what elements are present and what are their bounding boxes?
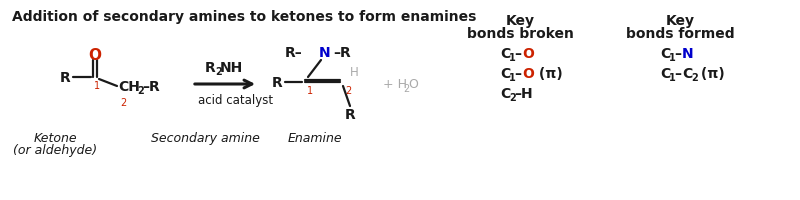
Text: O: O bbox=[89, 47, 102, 62]
Text: H: H bbox=[350, 66, 358, 79]
Text: O: O bbox=[408, 78, 418, 91]
Text: N: N bbox=[319, 46, 331, 60]
Text: C: C bbox=[500, 87, 510, 100]
Text: CH: CH bbox=[118, 80, 140, 94]
Text: C: C bbox=[500, 47, 510, 61]
Text: 1: 1 bbox=[669, 53, 676, 63]
Text: Key: Key bbox=[666, 14, 694, 28]
Text: R: R bbox=[205, 61, 216, 75]
Text: Enamine: Enamine bbox=[288, 132, 342, 145]
Text: 1: 1 bbox=[669, 73, 676, 83]
Text: –R: –R bbox=[142, 80, 160, 94]
Text: Ketone: Ketone bbox=[33, 132, 77, 145]
Text: 1: 1 bbox=[307, 86, 313, 96]
Text: 2: 2 bbox=[215, 67, 222, 77]
Text: C: C bbox=[682, 67, 692, 81]
Text: 2: 2 bbox=[120, 98, 126, 107]
Text: 2: 2 bbox=[403, 84, 410, 94]
Text: Key: Key bbox=[506, 14, 534, 28]
Text: 1: 1 bbox=[509, 73, 516, 83]
Text: (π): (π) bbox=[534, 67, 562, 81]
Text: Secondary amine: Secondary amine bbox=[150, 132, 259, 145]
Text: –H: –H bbox=[514, 87, 533, 100]
Text: 2: 2 bbox=[345, 86, 351, 96]
Text: 1: 1 bbox=[509, 53, 516, 63]
Text: bonds broken: bonds broken bbox=[466, 27, 574, 41]
Text: R–: R– bbox=[286, 46, 303, 60]
Text: (π): (π) bbox=[696, 67, 725, 81]
Text: O: O bbox=[522, 47, 534, 61]
Text: C: C bbox=[660, 67, 670, 81]
Text: 2: 2 bbox=[691, 73, 698, 83]
Text: R: R bbox=[345, 107, 355, 121]
Text: R: R bbox=[272, 76, 282, 90]
Text: Addition of secondary amines to ketones to form enamines: Addition of secondary amines to ketones … bbox=[12, 10, 476, 24]
Text: (or aldehyde): (or aldehyde) bbox=[13, 144, 97, 157]
Text: R: R bbox=[60, 71, 70, 85]
Text: –R: –R bbox=[333, 46, 350, 60]
Text: NH: NH bbox=[220, 61, 243, 75]
Text: 2: 2 bbox=[137, 86, 144, 96]
Text: acid catalyst: acid catalyst bbox=[198, 94, 273, 107]
Text: –: – bbox=[514, 67, 521, 81]
Text: –: – bbox=[674, 47, 681, 61]
Text: 1: 1 bbox=[94, 81, 100, 91]
Text: C: C bbox=[660, 47, 670, 61]
Text: 2: 2 bbox=[509, 93, 516, 102]
Text: + H: + H bbox=[383, 78, 407, 91]
Text: O: O bbox=[522, 67, 534, 81]
Text: C: C bbox=[500, 67, 510, 81]
Text: N: N bbox=[682, 47, 694, 61]
Text: bonds formed: bonds formed bbox=[626, 27, 734, 41]
Text: –: – bbox=[674, 67, 681, 81]
Text: –: – bbox=[514, 47, 521, 61]
